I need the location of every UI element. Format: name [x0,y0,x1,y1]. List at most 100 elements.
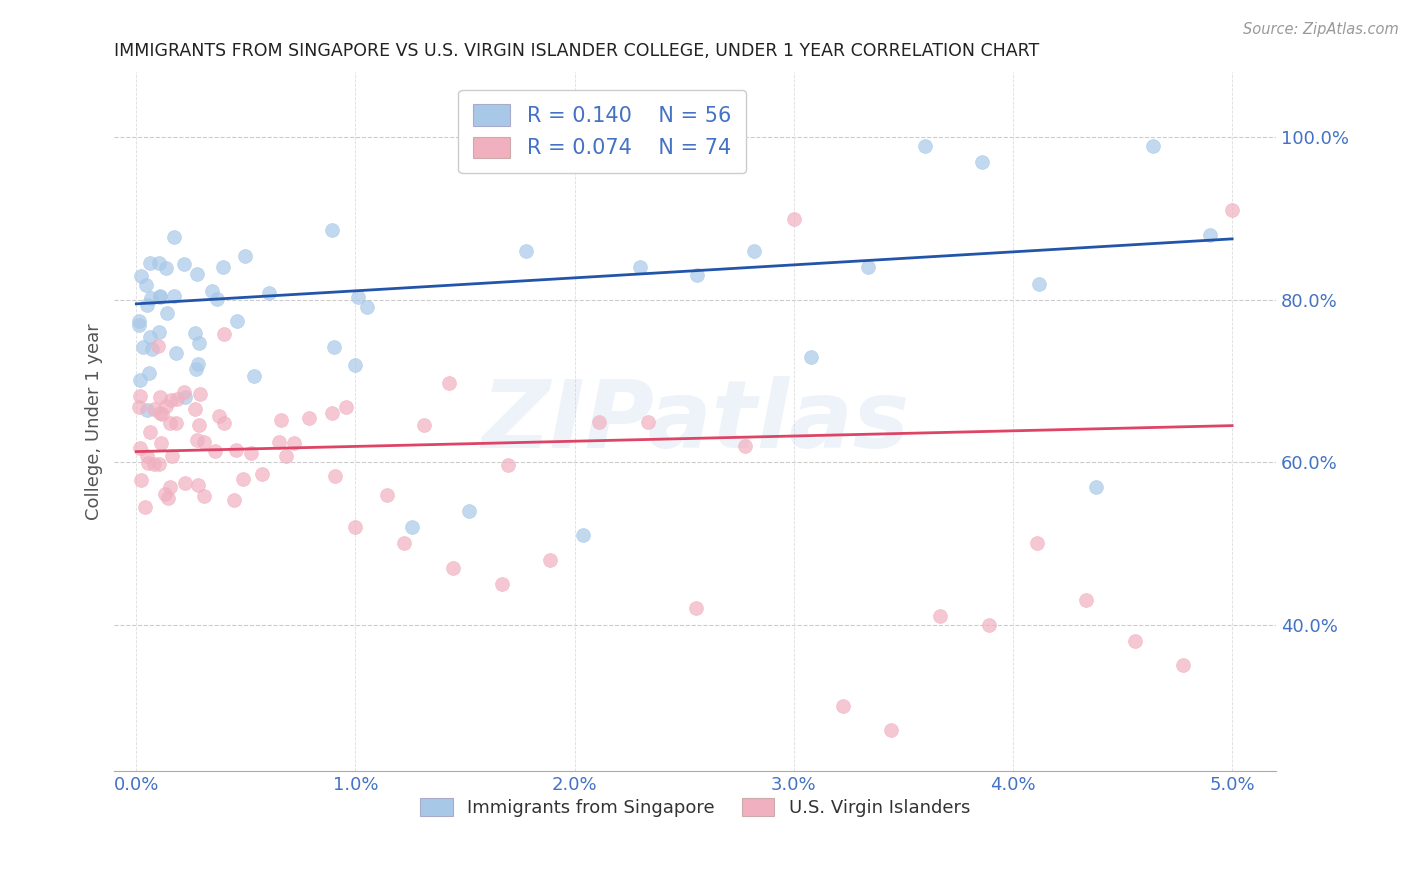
Point [187,335,209,350]
Point [162,450,184,464]
Point [136,456,159,470]
Point [148,458,170,472]
Point [239,446,262,460]
Point [187,357,209,371]
Point [685,601,707,615]
Point [139,291,162,305]
Point [267,434,290,449]
Point [270,413,292,427]
Point [283,435,305,450]
Point [129,268,152,283]
Point [321,406,343,420]
Point [148,256,170,270]
Point [1123,633,1146,648]
Point [588,415,610,429]
Point [831,698,853,713]
Point [150,407,173,421]
Point [344,520,367,534]
Point [156,306,179,320]
Point [132,340,155,354]
Point [149,290,172,304]
Point [972,154,994,169]
Point [1142,138,1164,153]
Point [141,343,163,357]
Point [242,368,264,383]
Point [783,211,806,226]
Point [977,617,1000,632]
Point [128,389,150,403]
Point [166,392,188,406]
Point [156,491,179,505]
Point [129,441,152,455]
Point [149,435,172,450]
Point [148,326,170,340]
Point [413,417,436,432]
Point [225,442,247,457]
Point [491,577,513,591]
Point [212,260,235,274]
Point [129,473,152,487]
Point [159,416,181,430]
Point [233,249,256,263]
Point [155,399,177,413]
Point [138,366,160,380]
Point [186,362,208,376]
Point [441,560,464,574]
Point [148,339,170,353]
Point [323,469,346,483]
Point [637,415,659,429]
Point [208,409,231,423]
Point [392,536,415,550]
Point [744,244,766,258]
Point [184,401,207,416]
Point [207,292,229,306]
Point [1085,479,1108,493]
Point [163,230,186,244]
Point [186,267,208,281]
Point [437,376,460,391]
Point [138,256,160,270]
Point [572,528,595,542]
Point [1028,277,1050,291]
Legend: Immigrants from Singapore, U.S. Virgin Islanders: Immigrants from Singapore, U.S. Virgin I… [413,790,977,824]
Point [347,289,370,303]
Point [212,417,235,431]
Point [155,260,177,275]
Point [149,406,172,420]
Point [139,425,162,439]
Point [162,289,184,303]
Point [173,256,195,270]
Point [335,401,357,415]
Point [174,476,197,491]
Point [321,222,343,236]
Point [128,314,150,328]
Point [226,313,249,327]
Point [734,439,756,453]
Point [515,244,537,258]
Point [143,457,166,471]
Point [135,278,157,293]
Point [193,489,215,503]
Point [204,444,226,458]
Text: IMMIGRANTS FROM SINGAPORE VS U.S. VIRGIN ISLANDER COLLEGE, UNDER 1 YEAR CORRELAT: IMMIGRANTS FROM SINGAPORE VS U.S. VIRGIN… [114,42,1039,60]
Text: ZIPatlas: ZIPatlas [481,376,910,467]
Point [375,488,398,502]
Point [222,493,245,508]
Point [149,390,172,404]
Point [538,552,561,566]
Point [250,467,273,482]
Point [186,433,208,447]
Point [274,450,297,464]
Y-axis label: College, Under 1 year: College, Under 1 year [86,323,103,520]
Point [858,260,880,275]
Point [128,401,150,415]
Point [173,384,195,399]
Point [401,520,423,534]
Point [159,480,181,494]
Point [190,386,212,401]
Point [1074,593,1097,607]
Point [1220,203,1243,218]
Point [129,373,152,387]
Point [257,285,280,300]
Point [187,478,209,492]
